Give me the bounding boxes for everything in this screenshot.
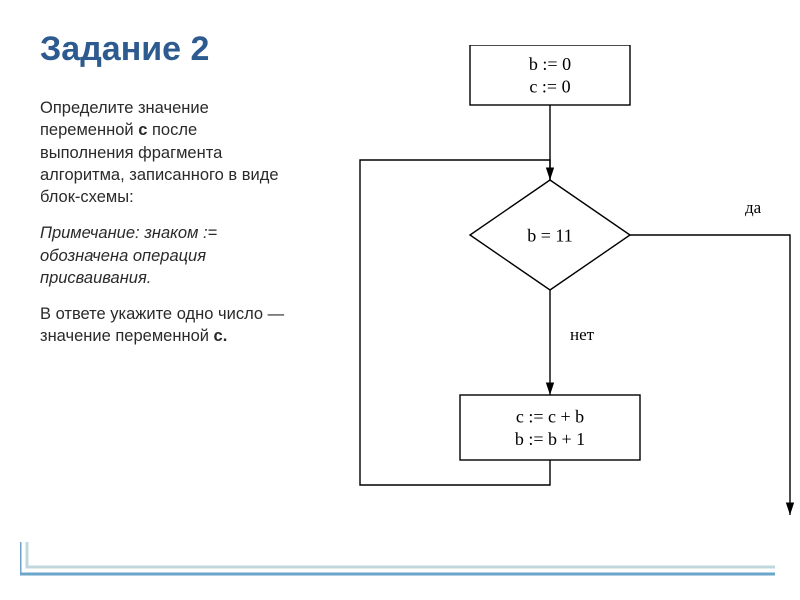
p3-pre: В ответе укажите одно число — значение п…: [40, 305, 284, 345]
node-body-line-0: c := c + b: [516, 407, 584, 427]
edge-e3_yes: [630, 235, 790, 515]
task-text: Определите значение переменной c после в…: [40, 97, 295, 348]
node-body-line-1: b := b + 1: [515, 429, 585, 449]
flowchart-diagram: нет да b := 0 c := 0 b = 11 c := c + bb := b …: [340, 45, 800, 525]
node-init-line-1: c := 0: [529, 77, 570, 97]
task-paragraph-2: Примечание: знаком := обозначена операци…: [40, 222, 295, 289]
node-body: [460, 395, 640, 460]
node-cond-label: b = 11: [527, 225, 572, 245]
p1-var: c: [138, 121, 147, 139]
node-init-line-0: b := 0: [529, 54, 571, 74]
task-paragraph-1: Определите значение переменной c после в…: [40, 97, 295, 208]
p3-var: c.: [214, 327, 228, 345]
edge-label-e2: нет: [570, 325, 595, 344]
edge-label-e3_yes: да: [745, 198, 762, 217]
task-paragraph-3: В ответе укажите одно число — значение п…: [40, 303, 295, 348]
